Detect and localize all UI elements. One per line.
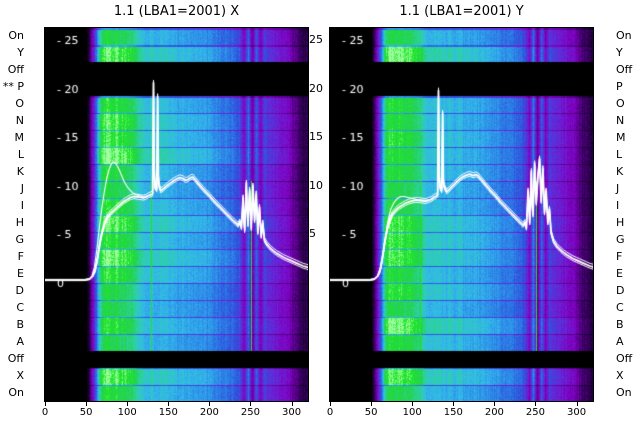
x-tick-label-200: 200 xyxy=(484,407,504,418)
gap-y-tick-label-4: 5 xyxy=(309,227,316,241)
x-tick-label-300: 300 xyxy=(567,407,587,418)
row-label-left-2: Off xyxy=(7,63,24,77)
x-tick-label-250: 250 xyxy=(240,407,261,418)
row-label-left-7: L xyxy=(17,148,24,162)
x-tick-mark xyxy=(494,402,496,406)
row-label-right-5: N xyxy=(616,114,625,128)
x-tick-label-100: 100 xyxy=(402,407,422,418)
x-tick-mark xyxy=(250,402,252,406)
x-tick-label-300: 300 xyxy=(282,407,302,418)
row-label-right-3: P xyxy=(616,80,623,94)
row-label-right-8: K xyxy=(616,165,624,179)
x-tick-mark xyxy=(291,402,293,406)
row-label-right-4: O xyxy=(616,97,625,111)
row-label-left-17: B xyxy=(16,317,24,331)
x-tick-mark xyxy=(168,402,170,406)
x-tick-label-100: 100 xyxy=(117,407,137,418)
x-tick-label-150: 150 xyxy=(158,407,178,418)
row-label-left-12: G xyxy=(15,232,24,246)
gap-y-tick-label-2: 15 xyxy=(309,130,323,144)
row-label-left-11: H xyxy=(15,215,24,229)
panel-title-y: 1.1 (LBA1=2001) Y xyxy=(399,4,524,19)
row-label-left-14: E xyxy=(17,266,24,280)
x-tick-mark xyxy=(45,402,46,406)
row-label-left-20: X xyxy=(16,368,24,382)
spectrogram-panel-y xyxy=(329,27,594,402)
row-label-right-1: Y xyxy=(616,46,623,60)
row-label-left-19: Off xyxy=(7,351,24,365)
gap-y-tick-label-3: 10 xyxy=(309,178,323,192)
row-label-right-16: C xyxy=(616,300,624,314)
row-label-left-10: I xyxy=(20,199,24,213)
x-tick-mark xyxy=(535,402,537,406)
panel-title-x: 1.1 (LBA1=2001) X xyxy=(113,4,240,19)
x-tick-label-150: 150 xyxy=(443,407,463,418)
row-label-left-5: N xyxy=(15,114,24,128)
row-label-right-11: H xyxy=(616,215,625,229)
row-label-right-19: Off xyxy=(616,351,633,365)
x-tick-mark xyxy=(576,402,578,406)
x-tick-label-0: 0 xyxy=(41,407,49,418)
row-label-left-13: F xyxy=(17,249,24,263)
x-tick-mark xyxy=(453,402,455,406)
row-label-left-9: J xyxy=(20,182,24,196)
row-label-left-18: A xyxy=(16,334,24,348)
row-label-left-8: K xyxy=(16,165,24,179)
row-label-right-7: L xyxy=(616,148,623,162)
row-label-left-4: O xyxy=(15,97,24,111)
row-label-left-3: ** P xyxy=(2,80,24,94)
spectrogram-panel-x xyxy=(44,27,309,402)
x-tick-mark xyxy=(127,402,129,406)
x-tick-mark xyxy=(330,402,331,406)
row-label-right-14: E xyxy=(616,266,623,280)
x-tick-label-50: 50 xyxy=(79,407,93,418)
row-label-left-15: D xyxy=(15,283,24,297)
gap-y-tick-label-1: 20 xyxy=(309,81,323,95)
x-tick-label-250: 250 xyxy=(525,407,546,418)
row-label-right-12: G xyxy=(616,232,625,246)
x-tick-label-50: 50 xyxy=(364,407,378,418)
x-tick-mark xyxy=(412,402,414,406)
x-tick-label-200: 200 xyxy=(199,407,219,418)
row-label-right-17: B xyxy=(616,317,624,331)
row-label-right-9: J xyxy=(616,182,620,196)
row-label-right-15: D xyxy=(616,283,625,297)
row-label-right-0: On xyxy=(616,29,632,43)
row-label-left-21: On xyxy=(8,385,24,399)
x-tick-label-0: 0 xyxy=(326,407,334,418)
row-label-right-21: On xyxy=(616,385,632,399)
row-label-right-10: I xyxy=(616,199,620,213)
row-label-left-0: On xyxy=(8,29,24,43)
gap-y-tick-label-0: 25 xyxy=(309,33,323,46)
x-tick-mark xyxy=(209,402,211,406)
row-label-right-13: F xyxy=(616,249,623,263)
x-tick-mark xyxy=(371,402,373,406)
row-label-right-6: M xyxy=(616,131,626,145)
row-label-right-2: Off xyxy=(616,63,633,77)
row-label-right-20: X xyxy=(616,368,624,382)
x-tick-mark xyxy=(86,402,88,406)
row-label-left-1: Y xyxy=(17,46,24,60)
row-label-left-16: C xyxy=(16,300,24,314)
row-label-left-6: M xyxy=(14,131,25,145)
row-label-right-18: A xyxy=(616,334,624,348)
